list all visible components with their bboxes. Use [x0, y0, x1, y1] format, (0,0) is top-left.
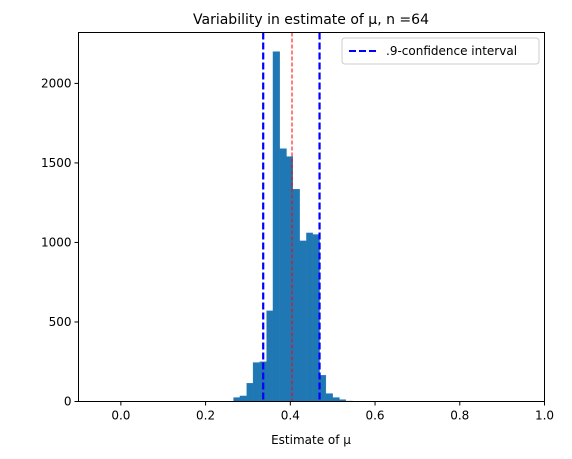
y-tick-label: 0	[64, 395, 72, 409]
y-tick-label: 2000	[41, 76, 72, 90]
x-axis-label: Estimate of μ	[271, 433, 351, 447]
histogram-bar	[279, 148, 287, 402]
y-tick-label: 500	[49, 315, 72, 329]
chart-title: Variability in estimate of μ, n =64	[193, 12, 429, 28]
histogram-bar	[299, 240, 307, 402]
x-tick-label: 0.2	[196, 409, 215, 423]
histogram-bar	[325, 393, 333, 402]
x-tick-label: 0.0	[111, 409, 130, 423]
histogram-bar	[272, 51, 280, 402]
histogram-bar	[292, 189, 300, 402]
legend-entry-confidence-interval: .9-confidence interval	[386, 44, 517, 58]
histogram-bar	[332, 397, 340, 402]
legend-box	[341, 37, 540, 65]
legend: .9-confidence interval	[341, 37, 540, 65]
plot-frame	[78, 32, 545, 402]
y-tick-label: 1500	[41, 156, 72, 170]
x-tick-label: 0.8	[450, 409, 469, 423]
reference-lines-layer	[262, 32, 321, 402]
histogram-bar	[246, 383, 254, 402]
y-axis: 0 500 1000 1500 2000	[41, 76, 79, 409]
histogram-bar	[233, 397, 241, 402]
x-tick-label: 0.4	[281, 409, 300, 423]
histogram-bar	[266, 310, 274, 402]
x-axis: 0.0 0.2 0.4 0.6 0.8 1.0	[111, 401, 554, 423]
x-tick-label: 0.6	[365, 409, 384, 423]
x-tick-label: 1.0	[535, 409, 554, 423]
histogram-bar	[239, 395, 247, 402]
bars-layer	[233, 51, 353, 402]
histogram-bar	[306, 232, 313, 402]
y-tick-label: 1000	[41, 235, 72, 249]
histogram-bar	[252, 362, 260, 402]
